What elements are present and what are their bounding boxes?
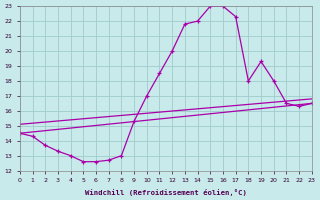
X-axis label: Windchill (Refroidissement éolien,°C): Windchill (Refroidissement éolien,°C) [85, 189, 247, 196]
